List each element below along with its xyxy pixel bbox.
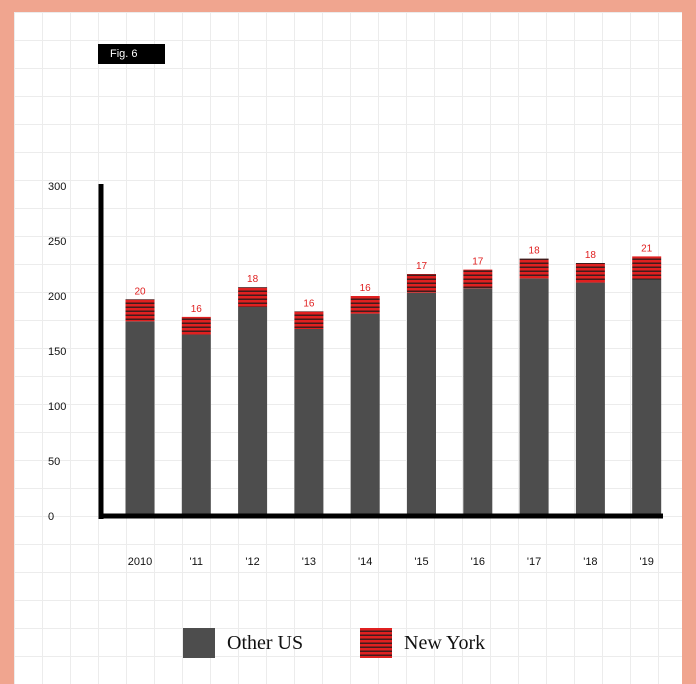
bar-other-us <box>238 307 268 516</box>
legend-item-other-us: Other US <box>183 628 303 658</box>
bar-new-york <box>350 296 380 314</box>
bar-other-us <box>181 334 211 516</box>
y-tick-label: 150 <box>48 346 66 358</box>
bar-new-york <box>125 299 155 322</box>
x-tick-label: '11 <box>190 556 204 568</box>
bar-other-us <box>407 292 436 516</box>
data-label: 17 <box>416 261 428 272</box>
x-tick-label: 2010 <box>128 556 152 568</box>
x-tick-label: '14 <box>358 556 372 568</box>
chart-panel <box>14 12 682 684</box>
y-tick-label: 300 <box>48 181 66 193</box>
bar-new-york <box>575 263 605 283</box>
x-tick-label: '13 <box>302 556 316 568</box>
y-tick-label: 200 <box>48 291 66 303</box>
data-label: 16 <box>360 283 372 294</box>
bar-new-york <box>238 287 268 307</box>
legend-swatch-new-york <box>360 628 392 658</box>
bar-new-york <box>181 316 211 335</box>
x-tick-label: '17 <box>527 556 541 568</box>
legend-label-other-us: Other US <box>227 631 304 654</box>
bar-other-us <box>294 329 324 516</box>
bar-other-us <box>125 321 155 516</box>
bar-other-us <box>632 279 662 516</box>
data-label: 16 <box>191 304 203 315</box>
x-tick-label: '16 <box>471 556 485 568</box>
legend-swatch-other-us <box>183 628 215 658</box>
bar-new-york <box>463 269 493 289</box>
data-label: 17 <box>472 257 484 268</box>
data-label: 20 <box>134 286 146 297</box>
y-tick-label: 100 <box>48 401 66 413</box>
x-tick-label: '18 <box>583 556 597 568</box>
data-label: 18 <box>247 274 259 285</box>
y-tick-label: 0 <box>48 511 54 523</box>
data-label: 16 <box>303 298 315 309</box>
bar-new-york <box>632 256 662 280</box>
bar-new-york <box>407 274 436 293</box>
x-tick-label: '19 <box>640 556 654 568</box>
x-tick-label: '12 <box>245 556 259 568</box>
bar-other-us <box>350 313 380 516</box>
bar-new-york <box>519 258 549 279</box>
legend-label-new-york: New York <box>404 631 486 654</box>
data-label: 18 <box>529 246 541 257</box>
data-label: 18 <box>585 250 597 261</box>
bar-other-us <box>519 278 549 516</box>
bar-new-york <box>294 311 324 329</box>
bar-other-us <box>575 282 605 516</box>
data-label: 21 <box>641 243 653 254</box>
figure-label: Fig. 6 <box>98 44 165 64</box>
y-tick-label: 250 <box>48 236 66 248</box>
legend-item-new-york: New York <box>360 628 485 658</box>
bar-other-us <box>463 288 493 516</box>
x-tick-label: '15 <box>414 556 428 568</box>
y-tick-label: 50 <box>48 456 60 468</box>
